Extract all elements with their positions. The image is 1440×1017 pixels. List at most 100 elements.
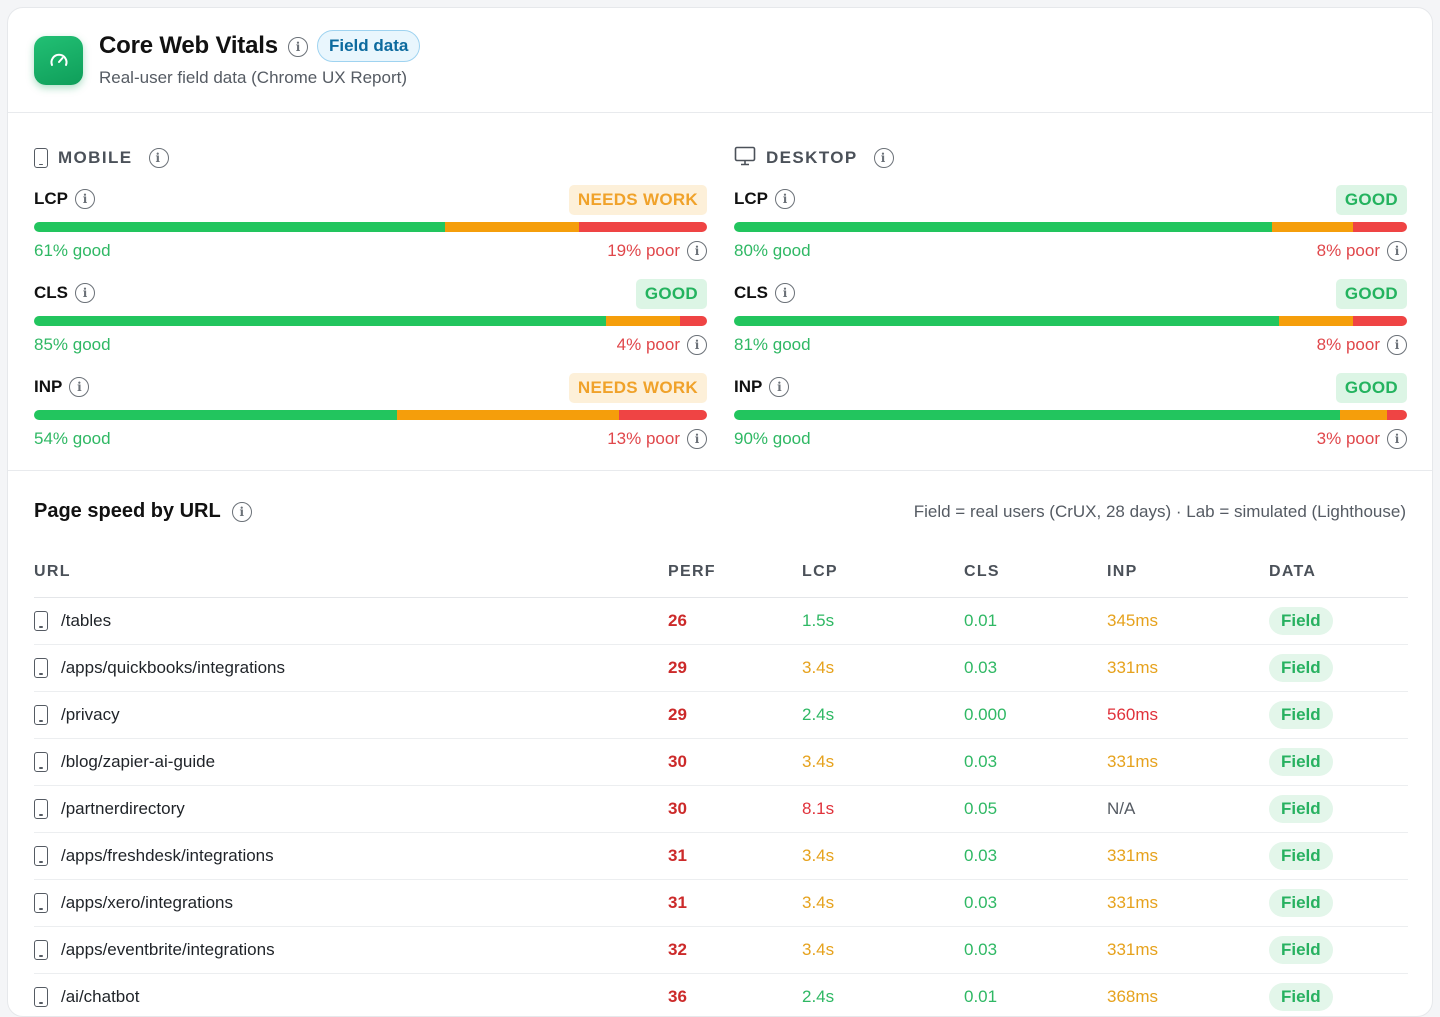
info-icon[interactable]: i <box>231 501 252 522</box>
poor-percentage-label: 13% poor <box>607 429 680 448</box>
data-source-cell: Field <box>1269 832 1408 880</box>
lcp-value: 3.4s <box>802 926 964 974</box>
table-row[interactable]: /apps/xero/integrations 31 3.4s 0.03 331ms Fi… <box>34 879 1408 927</box>
data-source-badge: Field <box>1269 841 1333 870</box>
info-icon[interactable]: i <box>687 241 707 261</box>
url-cell[interactable]: /apps/quickbooks/integrations <box>34 644 668 692</box>
poor-percentage-label: 8% poor <box>1316 241 1380 260</box>
perf-score: 32 <box>668 926 802 974</box>
core-web-vitals-card: Core Web Vitals i Field data Real-user f… <box>7 7 1433 1017</box>
status-badge: GOOD <box>1335 373 1407 403</box>
info-icon[interactable]: i <box>687 335 707 355</box>
poor-percentage: 4% poor i <box>617 335 707 355</box>
good-percentage: 85% good <box>34 335 111 354</box>
url-link[interactable]: /tables <box>61 610 112 630</box>
metric-label: LCP <box>734 189 768 208</box>
inp-value: 331ms <box>1107 644 1269 692</box>
cls-value: 0.03 <box>964 644 1107 692</box>
column-header-cls[interactable]: CLS <box>964 548 1107 598</box>
inp-value: 345ms <box>1107 597 1269 645</box>
distribution-bar <box>34 316 707 326</box>
perf-score: 26 <box>668 597 802 645</box>
metric-name: LCP i <box>734 189 795 209</box>
desktop-label: DESKTOP <box>766 148 858 167</box>
poor-segment <box>1386 410 1407 420</box>
metric-label: CLS <box>734 283 768 302</box>
url-cell[interactable]: /apps/xero/integrations <box>34 879 668 927</box>
table-row[interactable]: /apps/freshdesk/integrations 31 3.4s 0.03 33… <box>34 832 1408 880</box>
mobile-icon <box>34 610 48 631</box>
data-source-badge: Field <box>1269 606 1333 635</box>
desktop-metric-inp: INP i GOOD 90% good 3% poor i <box>734 373 1407 467</box>
url-cell[interactable]: /apps/eventbrite/integrations <box>34 926 668 974</box>
metric-label: CLS <box>34 283 68 302</box>
info-icon[interactable]: i <box>687 429 707 449</box>
url-cell[interactable]: /ai/chatbot <box>34 973 668 1016</box>
url-link[interactable]: /blog/zapier-ai-guide <box>61 751 216 771</box>
info-icon[interactable]: i <box>148 148 169 168</box>
poor-percentage-label: 3% poor <box>1316 429 1380 448</box>
data-source-cell: Field <box>1269 973 1408 1016</box>
perf-score: 36 <box>668 973 802 1016</box>
url-link[interactable]: /apps/eventbrite/integrations <box>61 939 275 959</box>
info-icon[interactable]: i <box>1387 429 1407 449</box>
info-icon[interactable]: i <box>288 37 308 57</box>
table-row[interactable]: /apps/eventbrite/integrations 32 3.4s 0.03 3… <box>34 926 1408 974</box>
perf-score: 31 <box>668 832 802 880</box>
url-link[interactable]: /ai/chatbot <box>61 986 140 1006</box>
perf-score: 29 <box>668 691 802 739</box>
url-cell[interactable]: /blog/zapier-ai-guide <box>34 738 668 786</box>
table-row[interactable]: /ai/chatbot 36 2.4s 0.01 368ms Field <box>34 973 1408 1016</box>
mobile-icon <box>34 798 48 819</box>
url-link[interactable]: /apps/xero/integrations <box>61 892 233 912</box>
info-icon[interactable]: i <box>769 377 790 397</box>
good-segment <box>34 222 445 232</box>
url-cell[interactable]: /partnerdirectory <box>34 785 668 833</box>
mobile-icon <box>34 939 48 960</box>
url-cell[interactable]: /apps/freshdesk/integrations <box>34 832 668 880</box>
inp-value: 560ms <box>1107 691 1269 739</box>
url-link[interactable]: /apps/quickbooks/integrations <box>61 657 285 677</box>
info-icon[interactable]: i <box>69 377 90 397</box>
info-icon[interactable]: i <box>1387 335 1407 355</box>
info-icon[interactable]: i <box>1387 241 1407 261</box>
column-header-lcp[interactable]: LCP <box>802 548 964 598</box>
column-header-data[interactable]: DATA <box>1269 548 1408 598</box>
data-source-cell: Field <box>1269 785 1408 833</box>
table-row[interactable]: /privacy 29 2.4s 0.000 560ms Field <box>34 691 1408 739</box>
cls-value: 0.03 <box>964 879 1107 927</box>
table-row[interactable]: /partnerdirectory 30 8.1s 0.05 N/A Field <box>34 785 1408 833</box>
data-source-badge: Field <box>1269 794 1333 823</box>
column-header-perf[interactable]: PERF <box>668 548 802 598</box>
lcp-value: 3.4s <box>802 832 964 880</box>
cls-value: 0.05 <box>964 785 1107 833</box>
data-source-cell: Field <box>1269 691 1408 739</box>
lcp-value: 1.5s <box>802 597 964 645</box>
info-icon[interactable]: i <box>75 283 95 303</box>
url-cell[interactable]: /privacy <box>34 691 668 739</box>
info-icon[interactable]: i <box>873 148 894 168</box>
metric-name: INP i <box>34 377 90 397</box>
url-link[interactable]: /apps/freshdesk/integrations <box>61 845 274 865</box>
url-cell[interactable]: /tables <box>34 597 668 645</box>
column-header-url[interactable]: URL <box>34 548 668 598</box>
table-row[interactable]: /blog/zapier-ai-guide 30 3.4s 0.03 331ms Fiel… <box>34 738 1408 786</box>
info-icon[interactable]: i <box>75 189 95 209</box>
distribution-bar <box>734 316 1407 326</box>
table-row[interactable]: /apps/quickbooks/integrations 29 3.4s 0.03 3… <box>34 644 1408 692</box>
poor-percentage-label: 19% poor <box>607 241 680 260</box>
lcp-value: 3.4s <box>802 644 964 692</box>
needs-improvement-segment <box>1339 410 1387 420</box>
lcp-value: 3.4s <box>802 738 964 786</box>
cls-value: 0.03 <box>964 738 1107 786</box>
url-link[interactable]: /privacy <box>61 704 120 724</box>
column-header-inp[interactable]: INP <box>1107 548 1269 598</box>
info-icon[interactable]: i <box>775 189 795 209</box>
metric-label: INP <box>734 377 763 396</box>
desktop-metric-cls: CLS i GOOD 81% good 8% poor i <box>734 279 1407 373</box>
data-source-cell: Field <box>1269 879 1408 927</box>
url-link[interactable]: /partnerdirectory <box>61 798 185 818</box>
info-icon[interactable]: i <box>775 283 795 303</box>
perf-score: 29 <box>668 644 802 692</box>
table-row[interactable]: /tables 26 1.5s 0.01 345ms Field <box>34 597 1408 645</box>
